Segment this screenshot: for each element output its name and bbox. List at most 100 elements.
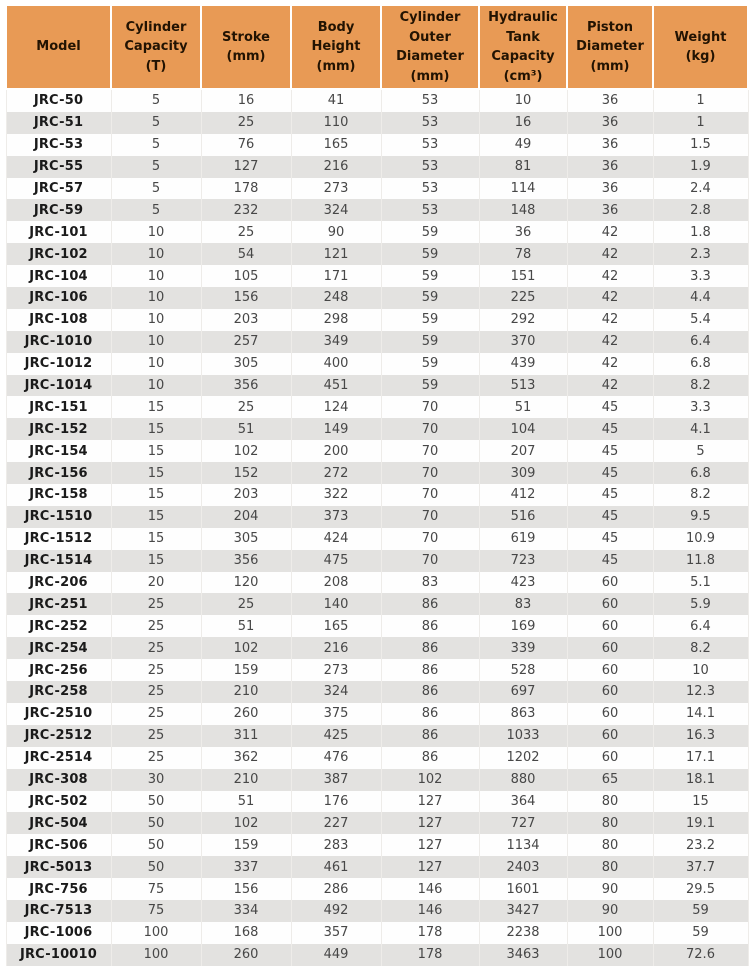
weight-cell: 5.4 [652,308,749,331]
cylinder-capacity-cell: 50 [110,856,202,879]
weight-cell: 1.9 [652,155,749,178]
cylinder-outer-diameter-cell: 127 [380,834,480,857]
piston-diameter-cell: 60 [566,593,654,616]
table-row: JRC-1510 15 204 373 70 516 45 9.5 [5,505,749,528]
cylinder-capacity-cell: 5 [110,155,202,178]
cylinder-capacity-cell: 5 [110,199,202,222]
hydraulic-tank-capacity-cell: 169 [478,615,568,638]
model-cell: JRC-254 [5,637,112,660]
hydraulic-tank-capacity-cell: 723 [478,549,568,572]
body-height-cell: 324 [290,199,382,222]
model-cell: JRC-57 [5,177,112,200]
hydraulic-tank-capacity-cell: 2238 [478,921,568,944]
hydraulic-tank-capacity-cell: 51 [478,396,568,419]
piston-diameter-cell: 42 [566,243,654,266]
piston-diameter-cell: 80 [566,790,654,813]
hydraulic-tank-capacity-cell: 16 [478,111,568,134]
table-row: JRC-1514 15 356 475 70 723 45 11.8 [5,549,749,572]
cylinder-capacity-cell: 15 [110,527,202,550]
hydraulic-tank-capacity-cell: 516 [478,505,568,528]
body-height-cell: 165 [290,133,382,156]
weight-cell: 59 [652,921,749,944]
piston-diameter-cell: 60 [566,615,654,638]
cylinder-outer-diameter-cell: 59 [380,374,480,397]
table-row: JRC-756 75 156 286 146 1601 90 29.5 [5,878,749,900]
model-cell: JRC-106 [5,287,112,309]
table-row: JRC-2512 25 311 425 86 1033 60 16.3 [5,724,749,747]
piston-diameter-cell: 42 [566,221,654,244]
piston-diameter-cell: 100 [566,921,654,944]
cylinder-outer-diameter-cell: 178 [380,943,480,966]
cylinder-outer-diameter-cell: 70 [380,527,480,550]
column-header-body-height: Body Height (mm) [290,4,382,90]
model-cell: JRC-252 [5,615,112,638]
weight-cell: 1.5 [652,133,749,156]
stroke-cell: 337 [200,856,292,879]
model-cell: JRC-256 [5,659,112,682]
cylinder-outer-diameter-cell: 178 [380,921,480,944]
cylinder-outer-diameter-cell: 70 [380,462,480,485]
stroke-cell: 16 [200,89,292,112]
table-row: JRC-50 5 16 41 53 10 36 1 [5,89,749,112]
weight-cell: 16.3 [652,724,749,747]
cylinder-capacity-cell: 30 [110,768,202,791]
cylinder-outer-diameter-cell: 70 [380,549,480,572]
table-row: JRC-504 50 102 227 127 727 80 19.1 [5,812,749,835]
body-height-cell: 171 [290,265,382,288]
cylinder-capacity-cell: 100 [110,921,202,944]
piston-diameter-cell: 60 [566,571,654,594]
model-cell: JRC-206 [5,571,112,594]
piston-diameter-cell: 45 [566,505,654,528]
hydraulic-tank-capacity-cell: 148 [478,199,568,222]
stroke-cell: 159 [200,659,292,682]
cylinder-outer-diameter-cell: 59 [380,287,480,309]
cylinder-outer-diameter-cell: 146 [380,878,480,900]
hydraulic-tank-capacity-cell: 423 [478,571,568,594]
table-row: JRC-256 25 159 273 86 528 60 10 [5,659,749,682]
weight-cell: 10.9 [652,527,749,550]
weight-cell: 6.4 [652,615,749,638]
cylinder-capacity-cell: 15 [110,418,202,441]
piston-diameter-cell: 80 [566,834,654,857]
body-height-cell: 424 [290,527,382,550]
piston-diameter-cell: 45 [566,418,654,441]
weight-cell: 8.2 [652,484,749,506]
cylinder-capacity-cell: 75 [110,899,202,922]
piston-diameter-cell: 42 [566,265,654,288]
table-row: JRC-254 25 102 216 86 339 60 8.2 [5,637,749,660]
body-height-cell: 283 [290,834,382,857]
weight-cell: 1.8 [652,221,749,244]
cylinder-outer-diameter-cell: 86 [380,615,480,638]
stroke-cell: 25 [200,111,292,134]
weight-cell: 6.4 [652,330,749,353]
hydraulic-tank-capacity-cell: 528 [478,659,568,682]
column-header-model: Model [5,4,112,90]
stroke-cell: 120 [200,571,292,594]
table-row: JRC-5013 50 337 461 127 2403 80 37.7 [5,856,749,879]
cylinder-outer-diameter-cell: 59 [380,265,480,288]
stroke-cell: 152 [200,462,292,485]
table-row: JRC-10010 100 260 449 178 3463 100 72.6 [5,943,749,966]
cylinder-capacity-cell: 25 [110,659,202,682]
piston-diameter-cell: 60 [566,746,654,769]
table-row: JRC-258 25 210 324 86 697 60 12.3 [5,681,749,703]
stroke-cell: 54 [200,243,292,266]
cylinder-outer-diameter-cell: 86 [380,659,480,682]
cylinder-capacity-cell: 50 [110,812,202,835]
weight-cell: 18.1 [652,768,749,791]
stroke-cell: 257 [200,330,292,353]
stroke-cell: 51 [200,615,292,638]
model-cell: JRC-50 [5,89,112,112]
stroke-cell: 305 [200,527,292,550]
table-row: JRC-1006 100 168 357 178 2238 100 59 [5,921,749,944]
body-height-cell: 149 [290,418,382,441]
cylinder-capacity-cell: 15 [110,484,202,506]
stroke-cell: 210 [200,768,292,791]
stroke-cell: 105 [200,265,292,288]
hydraulic-tank-capacity-cell: 412 [478,484,568,506]
cylinder-outer-diameter-cell: 59 [380,308,480,331]
weight-cell: 4.1 [652,418,749,441]
cylinder-capacity-cell: 25 [110,746,202,769]
hydraulic-tank-capacity-cell: 3463 [478,943,568,966]
weight-cell: 2.4 [652,177,749,200]
